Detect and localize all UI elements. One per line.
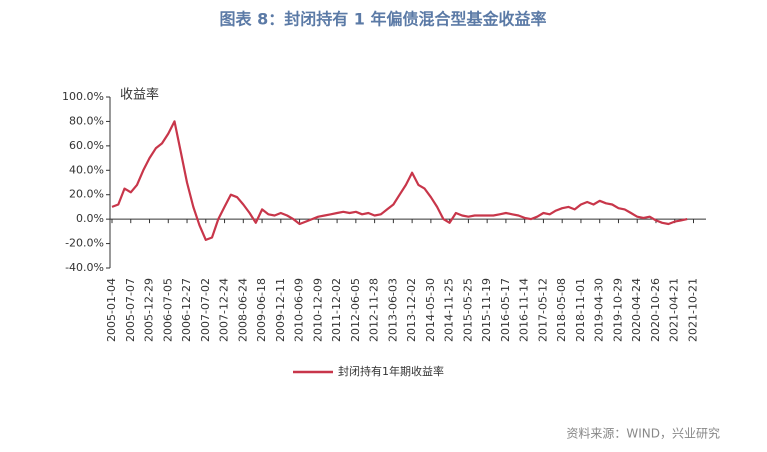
y-axis-label: 收益率 xyxy=(120,87,159,103)
x-tick-label: 2015-05-25 xyxy=(461,278,474,342)
x-tick-label: 2016-05-17 xyxy=(499,278,512,342)
x-tick-label: 2005-07-07 xyxy=(124,278,137,342)
y-tick-label: 100.0% xyxy=(62,90,104,103)
y-tick-label: -20.0% xyxy=(65,237,104,250)
source: 资料来源：WIND，兴业研究 xyxy=(566,426,720,441)
chart-title: 图表 8：封闭持有 1 年偏债混合型基金收益率 xyxy=(220,10,547,29)
x-tick-label: 2006-07-05 xyxy=(161,278,174,342)
x-tick-label: 2010-12-09 xyxy=(311,278,324,342)
x-tick-label: 2019-04-30 xyxy=(593,278,606,342)
x-tick-label: 2013-12-02 xyxy=(405,278,418,342)
y-tick-label: 20.0% xyxy=(69,188,104,201)
x-tick-label: 2018-11-01 xyxy=(574,278,587,342)
y-tick-label: 0.0% xyxy=(76,212,104,225)
x-tick-label: 2021-10-21 xyxy=(686,278,699,342)
x-tick-label: 2011-12-02 xyxy=(330,278,343,342)
x-tick-label: 2012-06-05 xyxy=(349,278,362,342)
x-tick-label: 2007-07-02 xyxy=(199,278,212,342)
x-tick-label: 2007-12-24 xyxy=(218,278,231,342)
x-tick-label: 2006-12-27 xyxy=(180,278,193,342)
line xyxy=(111,120,688,241)
x-tick-label: 2015-11-19 xyxy=(480,278,493,342)
y-tick-label: -40.0% xyxy=(65,261,104,274)
x-tick-label: 2017-05-12 xyxy=(536,278,549,342)
x-tick-label: 2009-06-18 xyxy=(255,278,268,342)
y-tick-label: 40.0% xyxy=(69,163,104,176)
x-tick-label: 2020-04-24 xyxy=(630,278,643,342)
x-tick-label: 2018-05-08 xyxy=(555,278,568,342)
x-tick-label: 2021-04-21 xyxy=(668,278,681,342)
x-tick-label: 2009-12-11 xyxy=(274,278,287,342)
x-tick-label: 2013-06-03 xyxy=(386,278,399,342)
x-tick-label: 2008-06-24 xyxy=(236,278,249,342)
y-tick-label: 80.0% xyxy=(69,114,104,127)
x-tick-label: 2010-06-09 xyxy=(293,278,306,342)
x-tick-label: 2005-12-29 xyxy=(143,278,156,342)
x-tick-label: 2016-11-14 xyxy=(518,278,531,342)
x-tick-label: 2014-11-25 xyxy=(443,278,456,342)
x-tick-label: 2005-01-04 xyxy=(105,278,118,342)
legend-label: 封闭持有1年期收益率 xyxy=(338,364,444,378)
y-tick-label: 60.0% xyxy=(69,139,104,152)
x-tick-label: 2012-11-28 xyxy=(368,278,381,342)
x-tick-label: 2014-05-30 xyxy=(424,278,437,342)
x-tick-label: 2020-10-26 xyxy=(649,278,662,342)
x-tick-label: 2019-10-29 xyxy=(611,278,624,342)
